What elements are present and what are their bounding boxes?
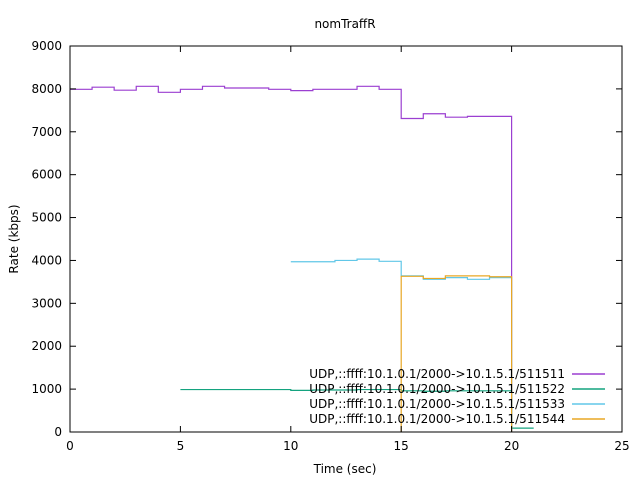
x-tick-label: 5 bbox=[177, 439, 185, 453]
y-tick-label: 8000 bbox=[31, 82, 62, 96]
legend-label-1: UDP,::ffff:10.1.0.1/2000->10.1.5.1/51151… bbox=[309, 367, 565, 381]
x-axis-label: Time (sec) bbox=[313, 462, 377, 476]
y-tick-label: 0 bbox=[54, 425, 62, 439]
legend: UDP,::ffff:10.1.0.1/2000->10.1.5.1/51151… bbox=[309, 367, 605, 426]
y-tick-label: 6000 bbox=[31, 168, 62, 182]
plot-frame bbox=[69, 45, 623, 433]
chart-title: nomTraffR bbox=[314, 17, 375, 31]
x-tick-label: 15 bbox=[394, 439, 409, 453]
series-line-1 bbox=[70, 85, 513, 432]
x-tick-label: 10 bbox=[283, 439, 298, 453]
y-tick-label: 3000 bbox=[31, 296, 62, 310]
series-line-4 bbox=[400, 275, 513, 432]
x-tick-label: 25 bbox=[614, 439, 629, 453]
y-tick-label: 1000 bbox=[31, 382, 62, 396]
legend-label-2: UDP,::ffff:10.1.0.1/2000->10.1.5.1/51152… bbox=[309, 382, 565, 396]
legend-label-4: UDP,::ffff:10.1.0.1/2000->10.1.5.1/51154… bbox=[309, 412, 565, 426]
y-tick-label: 2000 bbox=[31, 339, 62, 353]
x-tick-label: 20 bbox=[504, 439, 519, 453]
y-axis-label: Rate (kbps) bbox=[7, 204, 21, 273]
y-tick-label: 5000 bbox=[31, 211, 62, 225]
x-tick-label: 0 bbox=[66, 439, 74, 453]
y-tick-label: 9000 bbox=[31, 39, 62, 53]
y-tick-label: 4000 bbox=[31, 253, 62, 267]
series-layer bbox=[70, 85, 534, 432]
axes-layer: 0 5 10 15 20 25 0 1000 2000 3000 4000 5000 6000 7000 8… bbox=[31, 39, 629, 453]
y-tick-label: 7000 bbox=[31, 125, 62, 139]
legend-label-3: UDP,::ffff:10.1.0.1/2000->10.1.5.1/51153… bbox=[309, 397, 565, 411]
